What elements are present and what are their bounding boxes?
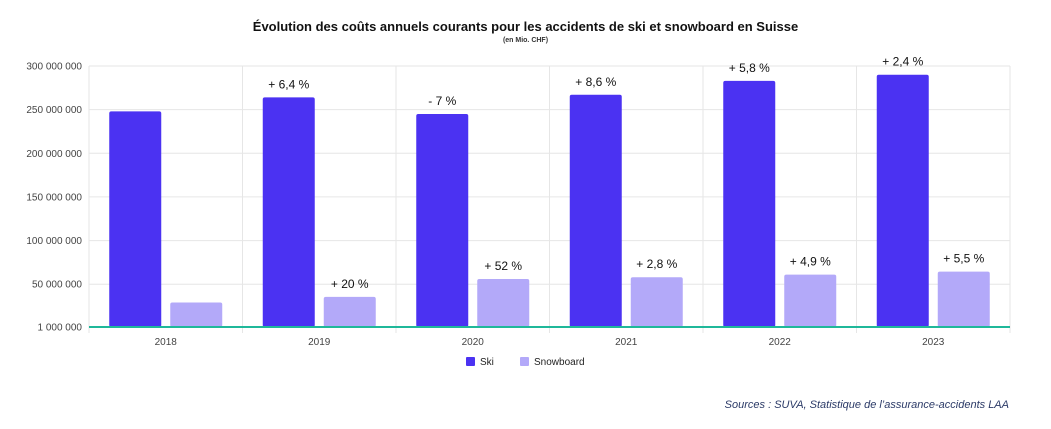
- x-tick-label: 2019: [308, 337, 331, 348]
- chart-title: Évolution des coûts annuels courants pou…: [252, 19, 799, 34]
- y-tick-label: 200 000 000: [26, 149, 82, 160]
- data-label-ski-2021: + 8,6 %: [575, 75, 616, 89]
- bars: [109, 74, 990, 328]
- x-tick-label: 2021: [615, 337, 638, 348]
- data-label-ski-2020: - 7 %: [428, 94, 456, 108]
- y-tick-label: 1 000 000: [38, 323, 83, 334]
- y-tick-label: 250 000 000: [26, 105, 82, 116]
- data-label-ski-2023: + 2,4 %: [882, 55, 923, 69]
- bar-snowboard-2018: [170, 302, 223, 327]
- data-label-ski-2022: + 5,8 %: [729, 61, 770, 75]
- legend: Ski Snowboard: [466, 357, 585, 368]
- chart-subtitle: (en Mio. CHF): [502, 37, 549, 44]
- y-tick-label: 150 000 000: [26, 192, 82, 203]
- x-tick-label: 2023: [922, 337, 945, 348]
- x-tick-label: 2018: [155, 337, 178, 348]
- axes: 1 000 000 50 000 000 100 000 000 150 000 00…: [26, 62, 1010, 348]
- data-labels: + 6,4 % + 20 % - 7 % + 52 % + 8,6 % + 2,8 % + …: [268, 55, 984, 291]
- y-tick-label: 50 000 000: [32, 280, 82, 291]
- bar-ski-2018: [109, 111, 162, 328]
- legend-label-ski: Ski: [480, 357, 494, 368]
- data-label-snowboard-2020: + 52 %: [484, 259, 522, 273]
- x-tick-label: 2020: [462, 337, 485, 348]
- data-label-ski-2019: + 6,4 %: [268, 77, 309, 91]
- legend-swatch-ski: [466, 357, 475, 366]
- bar-snowboard-2020: [477, 278, 530, 327]
- grid-lines: [88, 65, 1011, 333]
- legend-swatch-snowboard: [520, 357, 529, 366]
- bar-ski-2021: [569, 94, 622, 327]
- data-label-snowboard-2019: + 20 %: [331, 277, 369, 291]
- bar-snowboard-2023: [937, 271, 990, 327]
- bar-ski-2020: [416, 114, 469, 327]
- bar-ski-2022: [723, 80, 776, 327]
- data-label-snowboard-2022: + 4,9 %: [790, 255, 831, 269]
- legend-label-snowboard: Snowboard: [534, 357, 585, 368]
- bar-snowboard-2021: [630, 277, 683, 327]
- source-note: Sources : SUVA, Statistique de l’assuran…: [724, 399, 1009, 411]
- bar-snowboard-2022: [784, 274, 837, 327]
- data-label-snowboard-2023: + 5,5 %: [943, 252, 984, 266]
- bar-ski-2019: [262, 97, 315, 328]
- x-tick-label: 2022: [769, 337, 792, 348]
- bar-ski-2023: [876, 74, 929, 327]
- y-tick-label: 300 000 000: [26, 62, 82, 73]
- bar-snowboard-2019: [323, 296, 376, 327]
- data-label-snowboard-2021: + 2,8 %: [636, 257, 677, 271]
- y-tick-label: 100 000 000: [26, 236, 82, 247]
